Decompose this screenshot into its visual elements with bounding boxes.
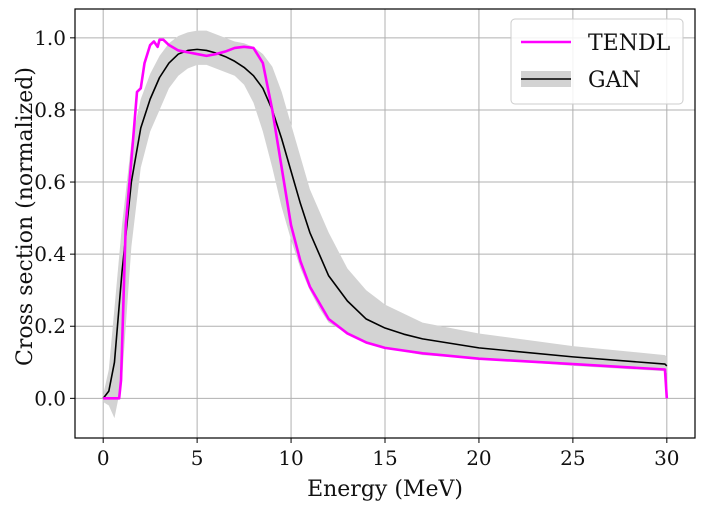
y-tick-label: 0.8 <box>34 98 66 122</box>
x-tick-label: 30 <box>654 446 679 470</box>
x-tick-label: 10 <box>278 446 303 470</box>
y-tick-label: 0.2 <box>34 314 66 338</box>
y-tick-label: 0.6 <box>34 170 66 194</box>
x-tick-label: 20 <box>466 446 491 470</box>
y-tick-label: 0.4 <box>34 242 66 266</box>
x-tick-label: 0 <box>97 446 110 470</box>
y-axis-label: Cross section (normalized) <box>13 67 38 366</box>
y-tick-label: 1.0 <box>34 26 66 50</box>
x-tick-label: 5 <box>191 446 204 470</box>
x-axis-label: Energy (MeV) <box>307 477 463 502</box>
y-tick-label: 0.0 <box>34 386 66 410</box>
legend: TENDL GAN <box>511 19 683 104</box>
cross-section-chart: 0 5 10 15 20 25 30 0.0 0.2 0.4 0.6 0.8 1.0 Energy (M… <box>0 0 703 508</box>
legend-tendl-label: TENDL <box>588 31 671 56</box>
legend-gan-label: GAN <box>588 68 641 93</box>
x-tick-label: 25 <box>560 446 585 470</box>
x-tick-label: 15 <box>372 446 397 470</box>
